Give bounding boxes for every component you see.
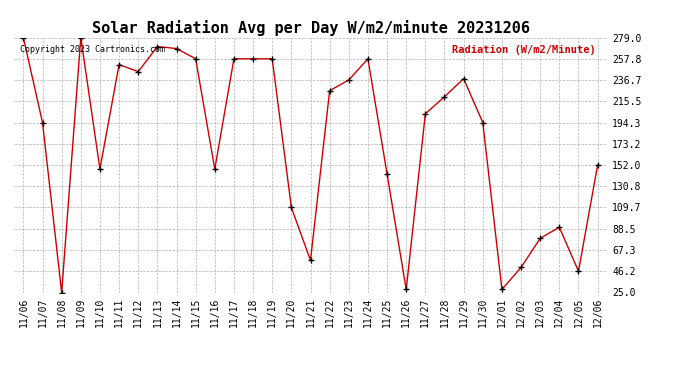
Text: Copyright 2023 Cartronics.com: Copyright 2023 Cartronics.com xyxy=(20,45,165,54)
Text: Radiation (W/m2/Minute): Radiation (W/m2/Minute) xyxy=(451,45,595,55)
Title: Solar Radiation Avg per Day W/m2/minute 20231206: Solar Radiation Avg per Day W/m2/minute … xyxy=(92,20,529,36)
